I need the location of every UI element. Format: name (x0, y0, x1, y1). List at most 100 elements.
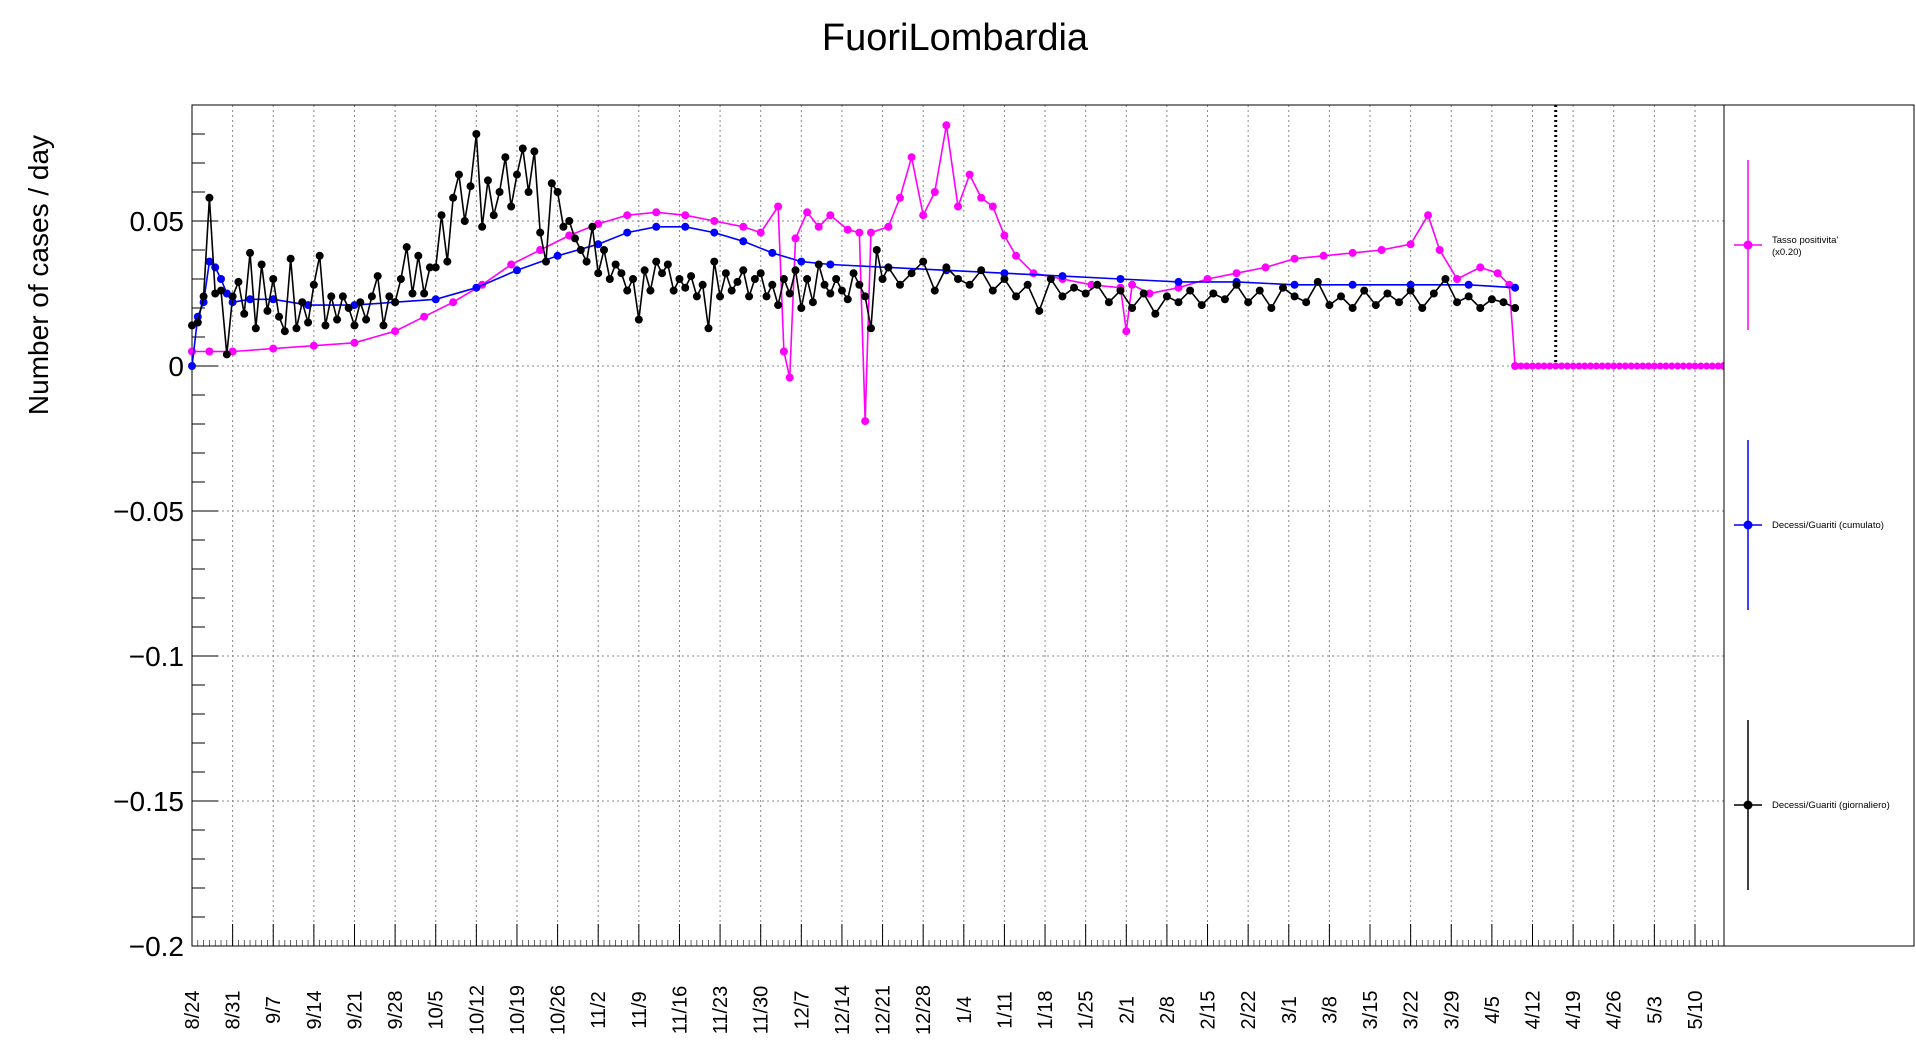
data-point (692, 292, 701, 301)
x-tick-label: 10/19 (507, 985, 529, 1035)
data-point (431, 263, 440, 272)
data-point (988, 286, 997, 295)
data-point (217, 275, 226, 283)
data-point (884, 263, 893, 272)
data-point (779, 347, 788, 356)
data-point (1348, 248, 1357, 257)
data-point (298, 298, 307, 307)
x-tick-label: 3/1 (1279, 996, 1301, 1024)
data-point (292, 324, 301, 333)
data-point (629, 275, 638, 283)
data-point (1203, 275, 1212, 283)
data-point (1476, 263, 1485, 272)
data-point (866, 228, 875, 237)
data-point (791, 234, 800, 243)
series-group (188, 130, 1520, 359)
data-point (391, 327, 400, 336)
data-point (269, 344, 278, 353)
data-point (681, 283, 690, 292)
data-point (634, 315, 643, 324)
data-point (1267, 304, 1276, 312)
y-tick-label: 0 (168, 351, 184, 382)
data-point (1151, 309, 1160, 318)
data-point (280, 327, 289, 336)
data-point (205, 257, 214, 266)
data-point (1552, 362, 1560, 370)
x-tick-label: 4/5 (1482, 996, 1504, 1024)
data-point (710, 217, 719, 225)
data-point (327, 292, 336, 301)
data-point (1232, 280, 1241, 289)
legend-label: Decessi/Guariti (cumulato) (1772, 520, 1884, 531)
data-point (1499, 298, 1508, 307)
data-point (443, 257, 452, 266)
data-point (1708, 362, 1716, 370)
legend-label: Tasso positivita' (1772, 235, 1838, 246)
data-point (1244, 298, 1253, 307)
data-point (965, 170, 974, 179)
data-point (425, 263, 434, 272)
data-point (1122, 327, 1131, 336)
data-point (391, 298, 400, 307)
data-point (1621, 362, 1629, 370)
data-point (541, 257, 550, 266)
data-point (1290, 254, 1299, 263)
data-point (222, 350, 231, 359)
data-point (211, 263, 220, 272)
data-point (1093, 280, 1102, 289)
data-point (367, 292, 376, 301)
data-point (559, 222, 568, 231)
data-point (1424, 211, 1433, 220)
data-point (286, 254, 295, 263)
data-point (420, 289, 429, 298)
data-point (1453, 275, 1462, 283)
data-point (263, 306, 272, 315)
data-point (472, 283, 481, 292)
data-point (1435, 246, 1444, 254)
data-point (1139, 289, 1148, 298)
x-tick-label: 8/31 (223, 991, 245, 1030)
data-point (1319, 251, 1328, 260)
data-point (1081, 289, 1090, 298)
data-point (472, 130, 481, 138)
data-point (652, 257, 661, 266)
data-point (623, 286, 632, 295)
data-point (675, 275, 684, 283)
data-point (1610, 362, 1618, 370)
data-point (907, 269, 916, 278)
x-tick-label: 3/8 (1319, 996, 1341, 1024)
data-point (362, 315, 371, 324)
x-tick-label: 2/22 (1238, 991, 1260, 1030)
data-point (942, 121, 951, 130)
data-point (205, 347, 214, 356)
data-point (466, 182, 475, 191)
data-point (1145, 289, 1154, 298)
data-point (530, 147, 539, 156)
data-point (1162, 292, 1171, 301)
data-point (1012, 251, 1021, 260)
x-tick-label: 11/2 (588, 991, 610, 1028)
data-point (1487, 295, 1496, 304)
data-point (588, 222, 597, 231)
data-point (1197, 301, 1206, 310)
data-point (1604, 362, 1612, 370)
grid-layer (192, 105, 1724, 947)
data-point (977, 266, 986, 275)
data-point (269, 295, 278, 304)
y-tick-label: −0.05 (113, 496, 184, 527)
data-point (309, 341, 318, 350)
data-point (663, 260, 672, 269)
data-point (478, 222, 487, 231)
data-point (658, 269, 667, 278)
data-point (1511, 304, 1520, 312)
data-point (1639, 362, 1647, 370)
data-point (582, 257, 591, 266)
data-point (1464, 292, 1473, 301)
data-point (234, 277, 243, 286)
y-tick-label: −0.15 (113, 786, 184, 817)
data-point (431, 295, 440, 304)
data-point (240, 309, 249, 318)
data-point (1714, 362, 1722, 370)
data-point (1058, 292, 1067, 301)
x-tick-label: 5/3 (1644, 996, 1666, 1024)
